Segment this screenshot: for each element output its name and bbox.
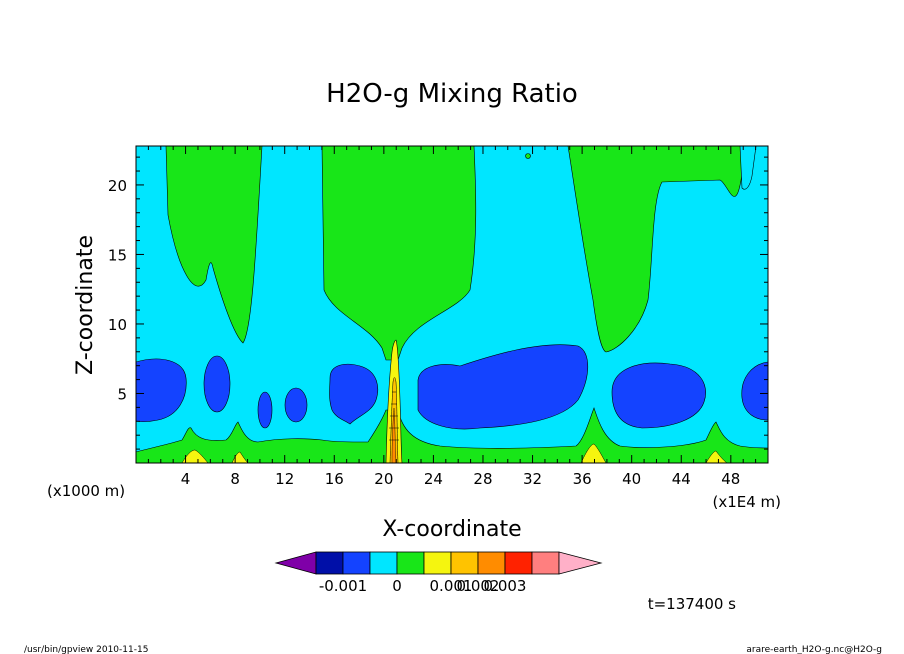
dry-blob-5: [329, 363, 379, 425]
dry-blob-2: [203, 355, 231, 413]
x-unit-right: (x1E4 m): [712, 493, 781, 511]
x-tick-label: 20: [374, 470, 393, 488]
colorbar-level-label: 0.002: [457, 577, 500, 595]
colorbar-cell: [531, 551, 560, 575]
dry-blob-8: [741, 361, 768, 421]
colorbar-level-label: 0.003: [484, 577, 527, 595]
y-tick-label: 10: [108, 316, 127, 334]
colorbar-cell: [504, 551, 533, 575]
x-tick-label: 28: [473, 470, 492, 488]
surface-max-3: [580, 443, 607, 463]
chart-title: H2O-g Mixing Ratio: [326, 79, 578, 109]
colorbar-level-label: 0: [392, 577, 402, 595]
dry-blob-1: [136, 358, 187, 422]
dry-blob-4: [284, 387, 308, 423]
moist-column-left: [165, 146, 263, 344]
colorbar-cell: [450, 551, 479, 575]
colorbar: [274, 551, 603, 575]
plume-core: [391, 407, 397, 463]
plot-frame: [135, 145, 769, 464]
y-tick-label: 5: [117, 385, 127, 403]
x-tick-label: 12: [275, 470, 294, 488]
dry-blob-3: [257, 391, 273, 429]
colorbar-cell: [315, 551, 344, 575]
x-axis-label: X-coordinate: [382, 517, 521, 542]
y-tick-label: 15: [108, 246, 127, 264]
colorbar-level-label: -0.001: [319, 577, 367, 595]
colorbar-level-label: 0.001: [430, 577, 473, 595]
moist-surface-layer: [136, 407, 768, 463]
x-tick-label: 44: [672, 470, 691, 488]
x-tick-label: 48: [721, 470, 740, 488]
colorbar-arrow-high: [558, 551, 603, 575]
moist-column-right: [567, 146, 746, 353]
x-tick-label: 36: [573, 470, 592, 488]
y-tick-label: 20: [108, 177, 127, 195]
footer-right: arare-earth_H2O-g.nc@H2O-g: [746, 645, 882, 654]
x-tick-label: 4: [181, 470, 191, 488]
colorbar-cell: [342, 551, 371, 575]
colorbar-arrow-low: [274, 551, 317, 575]
x-tick-label: 16: [325, 470, 344, 488]
moist-column-center: [321, 146, 477, 361]
footer-left: /usr/bin/gpview 2010-11-15: [24, 645, 148, 654]
colorbar-cell: [396, 551, 425, 575]
dry-blob-7: [611, 362, 706, 429]
colorbar-cell: [477, 551, 506, 575]
x-tick-label: 40: [622, 470, 641, 488]
x-unit-left: (x1000 m): [47, 482, 125, 500]
plot-area: [136, 146, 768, 463]
colorbar-cell: [369, 551, 398, 575]
moist-column-far-right: [739, 146, 757, 190]
colorbar-cell: [423, 551, 452, 575]
surface-max-4: [705, 450, 728, 463]
x-tick-label: 32: [523, 470, 542, 488]
time-label: t=137400 s: [648, 595, 736, 613]
plume-hatch: [389, 391, 399, 441]
y-axis-label: Z-coordinate: [73, 235, 98, 375]
dry-blob-6: [417, 344, 589, 430]
x-tick-label: 8: [230, 470, 240, 488]
x-tick-label: 24: [424, 470, 443, 488]
moist-speck: [525, 153, 531, 159]
